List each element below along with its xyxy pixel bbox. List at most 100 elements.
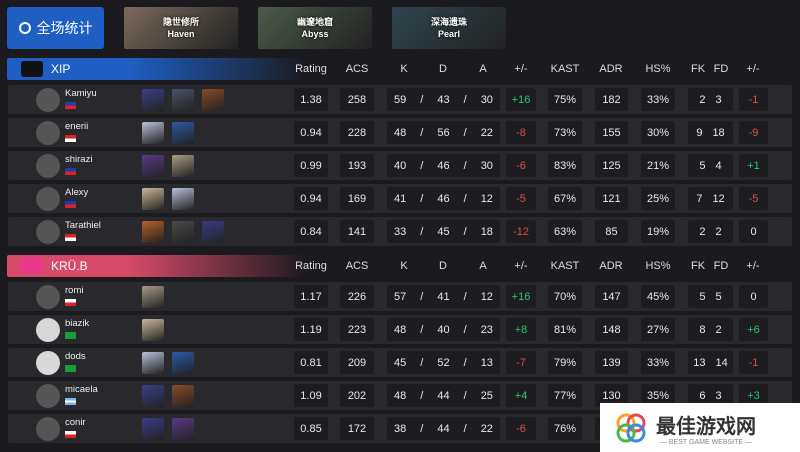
player-row: Alexy 0.94 169 41 / 46 / 12 -5 67% 121 25% 7 12 -5: [8, 184, 792, 213]
stat-fpm-value: 0: [750, 290, 757, 303]
separator: /: [463, 192, 467, 205]
stat-hs-value: 35%: [646, 389, 670, 402]
stat-pm: -6: [506, 154, 536, 177]
player-name[interactable]: enerii: [65, 121, 89, 132]
stat-rating-value: 0.94: [300, 126, 322, 139]
map-tab-abyss[interactable]: 幽邃地窟 Abyss: [258, 7, 372, 49]
player-name[interactable]: micaela: [65, 384, 98, 395]
column-header: A: [479, 63, 487, 75]
agent-portrait-icon: [202, 221, 224, 243]
stat-kast-value: 75%: [553, 93, 577, 106]
stat-a: 25: [480, 389, 493, 402]
stat-rating-value: 0.94: [300, 192, 322, 205]
stat-kda: 41 / 46 / 12: [387, 187, 500, 210]
stat-hs: 19%: [641, 220, 675, 243]
player-name[interactable]: shirazi: [65, 154, 93, 165]
stat-adr-value: 182: [602, 93, 621, 106]
player-row: dods 0.81 209 45 / 52 / 13 -7 79% 139 33% 13 14 -1: [8, 348, 792, 377]
agent-portrait-icon: [172, 122, 194, 144]
flag-ph-icon: [65, 168, 76, 175]
player-name[interactable]: Tarathiel: [65, 220, 101, 231]
stat-adr: 125: [595, 154, 628, 177]
watermark-icon: [616, 413, 646, 442]
stat-kast: 83%: [548, 154, 582, 177]
player-name[interactable]: conir: [65, 417, 86, 428]
stat-fpm-value: -5: [748, 192, 759, 205]
stat-a: 12: [480, 290, 493, 303]
column-header: ACS: [345, 63, 369, 75]
stat-pm: -6: [506, 417, 536, 440]
pie-chart-icon: [18, 22, 31, 34]
player-name[interactable]: Alexy: [65, 187, 89, 198]
stat-adr: 155: [595, 121, 628, 144]
column-header: HS%: [645, 63, 671, 75]
column-header: Rating: [295, 63, 327, 75]
stat-acs: 258: [340, 88, 374, 111]
flag-ar-icon: [65, 398, 76, 405]
map-name-cn: 隐世修所: [162, 17, 199, 27]
stat-hs-value: 21%: [646, 159, 670, 172]
stat-rating-value: 0.85: [300, 422, 322, 435]
player-name[interactable]: dods: [65, 351, 86, 362]
stat-a: 22: [480, 422, 493, 435]
stat-k: 41: [394, 192, 407, 205]
stat-hs: 25%: [641, 187, 675, 210]
flag-ph-icon: [65, 201, 76, 208]
stat-hs: 33%: [641, 88, 675, 111]
stat-acs-value: 223: [347, 323, 367, 336]
player-avatar: [36, 318, 60, 342]
stat-fk: 8: [699, 323, 706, 336]
stat-a: 18: [480, 225, 493, 238]
team-name: XIP: [51, 62, 71, 76]
stat-fpm: -9: [739, 121, 768, 144]
stat-acs: 209: [340, 351, 374, 374]
stat-adr-value: 85: [605, 225, 618, 238]
stat-d: 46: [437, 192, 450, 205]
stat-fk: 2: [699, 93, 706, 106]
stat-kast: 63%: [548, 220, 582, 243]
player-avatar: [36, 285, 60, 309]
stat-rating: 0.94: [294, 121, 328, 144]
stat-pm-value: -5: [516, 192, 526, 205]
stat-fpm: -1: [739, 351, 768, 374]
stat-acs-value: 193: [347, 159, 367, 172]
stat-adr-value: 125: [602, 159, 621, 172]
player-name[interactable]: romi: [65, 285, 84, 296]
stat-acs: 228: [340, 121, 374, 144]
stat-acs: 193: [340, 154, 374, 177]
stat-hs-value: 27%: [646, 323, 670, 336]
stat-fpm: 0: [739, 220, 768, 243]
separator: /: [420, 323, 424, 336]
map-tab-haven[interactable]: 隐世修所 Haven: [124, 7, 238, 49]
stat-pm-value: +8: [514, 323, 528, 336]
stat-hs: 27%: [641, 318, 675, 341]
separator: /: [420, 159, 424, 172]
stat-acs-value: 172: [347, 422, 367, 435]
overall-stats-button[interactable]: 全场统计: [7, 7, 104, 49]
column-header: FK: [690, 63, 706, 75]
map-tab-pearl[interactable]: 深海遗珠 Pearl: [392, 7, 506, 49]
stat-fkfd: 7 12: [688, 187, 733, 210]
agent-portrait-icon: [172, 352, 194, 374]
stat-pm: +8: [506, 318, 536, 341]
stat-rating-value: 1.19: [300, 323, 322, 336]
stat-d: 46: [437, 159, 450, 172]
column-header: ADR: [599, 260, 623, 272]
stat-rating: 0.85: [294, 417, 328, 440]
column-header: +/-: [514, 260, 528, 272]
stat-a: 30: [480, 159, 493, 172]
stat-acs-value: 169: [347, 192, 367, 205]
player-name[interactable]: biazik: [65, 318, 90, 329]
separator: /: [420, 192, 424, 205]
stat-d: 40: [437, 323, 450, 336]
stat-a: 30: [480, 93, 493, 106]
column-header: Rating: [295, 260, 327, 272]
stat-d: 44: [437, 422, 450, 435]
stat-hs-value: 25%: [646, 192, 670, 205]
separator: /: [463, 323, 467, 336]
stat-rating: 0.94: [294, 187, 328, 210]
stat-acs: 141: [340, 220, 374, 243]
player-name[interactable]: Kamiyu: [65, 88, 97, 99]
